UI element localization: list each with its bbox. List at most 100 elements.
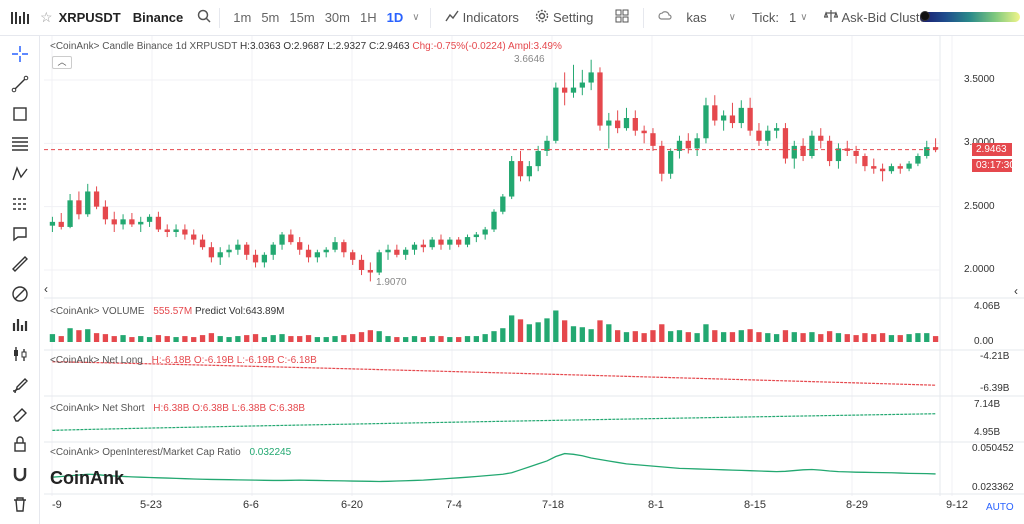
candle-body [199,239,206,248]
oi-ratio-line [52,452,936,483]
tick-value: 1 [788,10,797,25]
theme-slider[interactable] [920,11,1020,22]
candle-body [703,105,709,139]
rectangle-icon[interactable] [8,102,32,126]
candle-amplitude: Ampl:3.49% [507,41,562,52]
net-short-open: O:6.38B [192,403,229,414]
candle-body [217,252,223,258]
net-short-close: C:6.38B [268,403,306,414]
volume-bar [667,331,674,342]
magnet-icon[interactable] [8,462,32,486]
net-long-legend: <CoinAnk> Net Long H:-6.18B O:-6.19B L:-… [50,355,317,366]
eraser-icon[interactable] [8,402,32,426]
callout-icon[interactable] [8,222,32,246]
interval-30m[interactable]: 30m [324,10,350,25]
indicators-label: Indicators [462,10,519,25]
candle-body [58,221,64,227]
candle-body [915,156,921,164]
candle-body [138,221,144,225]
candle-body [49,221,56,226]
ruler-icon[interactable] [8,252,32,276]
x-axis-label: 6-20 [341,499,364,511]
volume-bar [438,336,444,342]
volume-bar [871,334,877,342]
crosshair-icon[interactable] [8,42,32,66]
candle-body [614,120,621,129]
logo-icon[interactable] [0,10,40,26]
volume-bar [535,322,541,342]
bar-chart-icon[interactable] [8,312,32,336]
candle-tool-icon[interactable] [8,342,32,366]
volume-bar [800,333,806,342]
volume-bar [76,330,82,342]
indicators-button[interactable]: Indicators [437,9,527,26]
net-short-axis-label: 4.95B [974,427,1001,438]
x-axis-label: 7-18 [542,499,565,511]
trash-icon[interactable] [8,492,32,516]
volume-bar [138,336,144,342]
candle-body [358,259,365,270]
chart-area[interactable]: <CoinAnk> Candle Binance 1d XRPUSDT H:3.… [44,36,1024,524]
candle-body [756,130,762,141]
volume-bar [464,336,471,342]
brush-icon[interactable] [8,372,32,396]
layout-button[interactable] [607,9,637,26]
auto-scale-button[interactable]: AUTO [986,502,1014,513]
fib-lines-icon[interactable] [8,132,32,156]
volume-bar [906,334,912,342]
candle-body [509,161,515,197]
projection-icon[interactable] [8,192,32,216]
watermark: CoinAnk [50,468,124,488]
theme-slider-knob[interactable] [920,11,930,21]
volume-bar [314,337,321,342]
candle-body [429,239,435,248]
search-icon[interactable] [197,9,211,26]
net-long-low: L:-6.19B [236,355,275,366]
candle-body [447,239,453,245]
net-long-label: <CoinAnk> Net Long [50,355,143,366]
measure-icon[interactable] [8,282,32,306]
interval-15m[interactable]: 15m [289,10,315,25]
symbol-selector[interactable]: ☆ XRPUSDT Binance [40,7,221,28]
left-collapse-icon[interactable]: ‹ [44,282,48,296]
candle-body [897,166,903,169]
candle-body [932,147,939,150]
interval-1h[interactable]: 1H [359,10,377,25]
volume-bar [58,336,64,342]
setting-button[interactable]: Setting [527,9,601,26]
candle-body [650,133,656,146]
star-icon[interactable]: ☆ [40,9,53,25]
kas-selector[interactable]: kas ∨ [650,9,744,26]
right-collapse-icon[interactable]: ‹ [1014,284,1018,298]
candle-body [332,242,338,250]
interval-5m[interactable]: 5m [261,10,280,25]
volume-bar [226,337,232,342]
chevron-down-icon[interactable]: ∨ [412,12,420,23]
volume-bar [614,330,621,342]
candle-body [76,200,82,215]
chart-canvas[interactable] [44,36,1024,524]
volume-axis-label: 4.06B [974,301,1001,312]
volume-bar [182,336,188,342]
pattern-icon[interactable] [8,162,32,186]
interval-1m[interactable]: 1m [233,10,252,25]
candle-body [685,140,691,149]
price-axis-label: 2.0000 [964,264,995,275]
candle-body [420,244,426,248]
volume-bar [199,335,206,342]
volume-bar [447,337,453,342]
candle-body [482,229,488,235]
tick-selector[interactable]: Tick: 1 ∨ [744,10,816,25]
x-axis-label: 8-1 [648,499,664,511]
legend-collapse-button[interactable]: ︿ [52,56,72,69]
interval-1d[interactable]: 1D [386,10,404,25]
volume-bar [350,334,356,342]
volume-bar [791,332,797,342]
candle-body [394,249,400,255]
oi-ratio-legend: <CoinAnk> OpenInterest/Market Cap Ratio … [50,447,291,458]
lock-icon[interactable] [8,432,32,456]
candle-body [288,234,294,243]
volume-bar [411,336,418,342]
setting-label: Setting [552,10,594,25]
trend-line-icon[interactable] [8,72,32,96]
